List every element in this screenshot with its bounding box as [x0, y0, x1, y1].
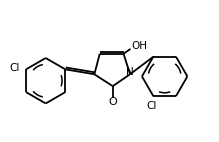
Text: N: N	[126, 67, 134, 77]
Text: OH: OH	[132, 41, 148, 51]
Text: Cl: Cl	[10, 63, 20, 73]
Text: O: O	[108, 97, 117, 107]
Text: Cl: Cl	[146, 101, 156, 111]
